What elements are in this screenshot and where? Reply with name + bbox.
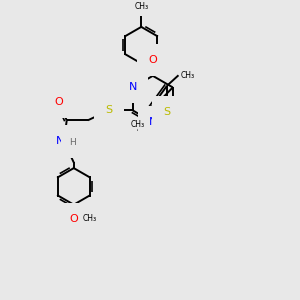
Text: CH₃: CH₃ [181, 71, 195, 80]
Text: H: H [70, 138, 76, 147]
Text: O: O [148, 56, 157, 65]
Text: CH₃: CH₃ [131, 120, 145, 129]
Text: O: O [54, 97, 63, 107]
Text: CH₃: CH₃ [134, 2, 148, 11]
Text: O: O [69, 214, 78, 224]
Text: N: N [148, 117, 157, 127]
Text: S: S [164, 107, 171, 117]
Text: N: N [56, 136, 64, 146]
Text: N: N [129, 82, 137, 92]
Text: S: S [105, 105, 112, 116]
Text: CH₃: CH₃ [83, 214, 97, 223]
